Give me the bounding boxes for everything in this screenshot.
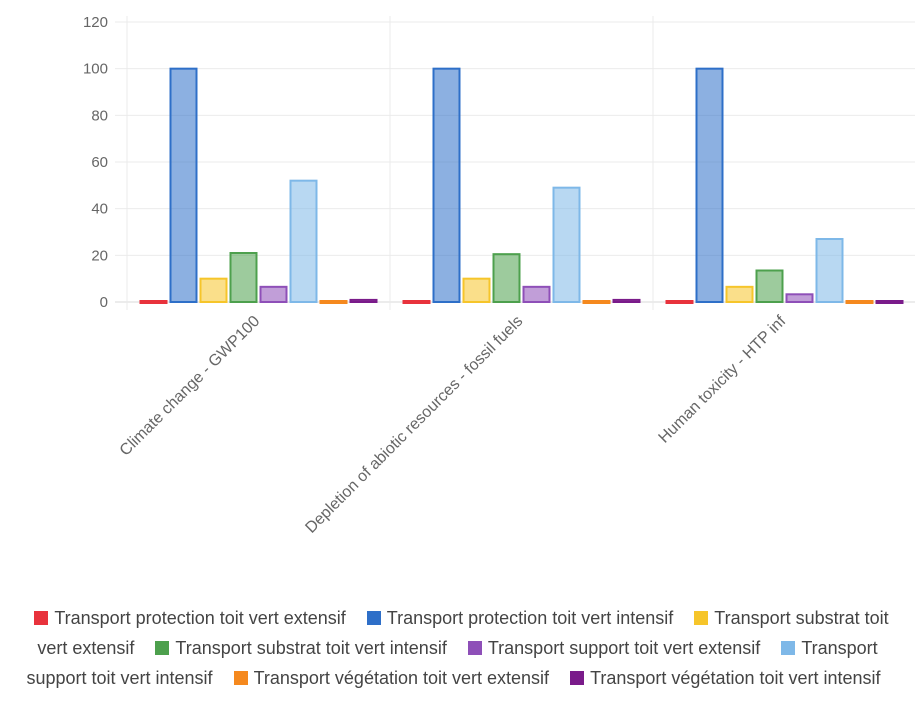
legend-item[interactable]: Transport protection toit vert extensif <box>34 608 346 628</box>
legend-swatch <box>467 641 482 655</box>
legend-swatch <box>233 671 248 685</box>
x-tick-label: Human toxicity - HTP inf <box>656 312 790 446</box>
bar <box>229 252 258 303</box>
legend-label: Transport substrat toit vert extensif <box>37 608 889 658</box>
legend-label: Transport végétation toit vert intensif <box>590 668 881 688</box>
legend-label: Transport protection toit vert intensif <box>386 608 674 628</box>
bar <box>725 285 754 304</box>
bar <box>695 67 724 303</box>
bar <box>612 298 641 303</box>
x-tick-label: Depletion of abiotic resources - fossil … <box>302 313 526 537</box>
bar <box>845 300 874 304</box>
bar <box>815 238 844 303</box>
bar <box>349 298 378 303</box>
legend-label: Transport protection toit vert extensif <box>54 608 346 628</box>
y-tick-label: 0 <box>100 294 108 311</box>
bar <box>402 300 431 304</box>
bar <box>665 300 694 304</box>
legend-swatch <box>781 641 796 655</box>
legend-item[interactable]: Transport substrat toit vert intensif <box>155 638 447 658</box>
legend-label: Transport substrat toit vert intensif <box>175 638 447 658</box>
y-tick-label: 60 <box>91 154 108 171</box>
y-tick-label: 120 <box>83 14 108 31</box>
chart-legend: Transport protection toit vert extensif … <box>10 603 905 693</box>
bar <box>139 300 168 304</box>
legend-swatch <box>694 611 709 625</box>
bar <box>289 179 318 304</box>
legend-item[interactable]: Transport végétation toit vert intensif <box>570 668 881 688</box>
legend-item[interactable]: Transport support toit vert intensif <box>26 638 877 688</box>
bar <box>785 293 814 303</box>
bar <box>552 186 581 304</box>
y-tick-label: 100 <box>83 61 108 78</box>
bar <box>432 67 461 303</box>
bar <box>199 277 228 303</box>
legend-item[interactable]: Transport support toit vert extensif <box>467 638 761 658</box>
y-tick-label: 80 <box>91 107 108 124</box>
legend-label: Transport support toit vert intensif <box>26 638 878 688</box>
bar <box>319 300 348 304</box>
chart-plot: 0 20 40 60 80 100 120 Climate change - GWP100 De… <box>83 14 915 537</box>
legend-swatch <box>570 671 585 685</box>
y-tick-label: 20 <box>91 247 108 264</box>
bar <box>875 300 904 304</box>
legend-swatch <box>34 611 49 625</box>
bar <box>582 300 611 304</box>
x-tick-label: Climate change - GWP100 <box>117 313 264 460</box>
bar <box>755 269 784 303</box>
y-tick-label: 40 <box>91 201 108 218</box>
legend-item[interactable]: Transport substrat toit vert extensif <box>37 608 888 658</box>
bar <box>169 67 198 303</box>
bar <box>522 285 551 304</box>
legend-label: Transport support toit vert extensif <box>487 638 761 658</box>
bar <box>259 285 288 304</box>
legend-item[interactable]: Transport végétation toit vert extensif <box>233 668 550 688</box>
bar <box>492 253 521 304</box>
legend-item[interactable]: Transport protection toit vert intensif <box>366 608 674 628</box>
legend-swatch <box>366 611 381 625</box>
legend-label: Transport végétation toit vert extensif <box>253 668 550 688</box>
bar <box>462 277 491 303</box>
legend-swatch <box>155 641 170 655</box>
